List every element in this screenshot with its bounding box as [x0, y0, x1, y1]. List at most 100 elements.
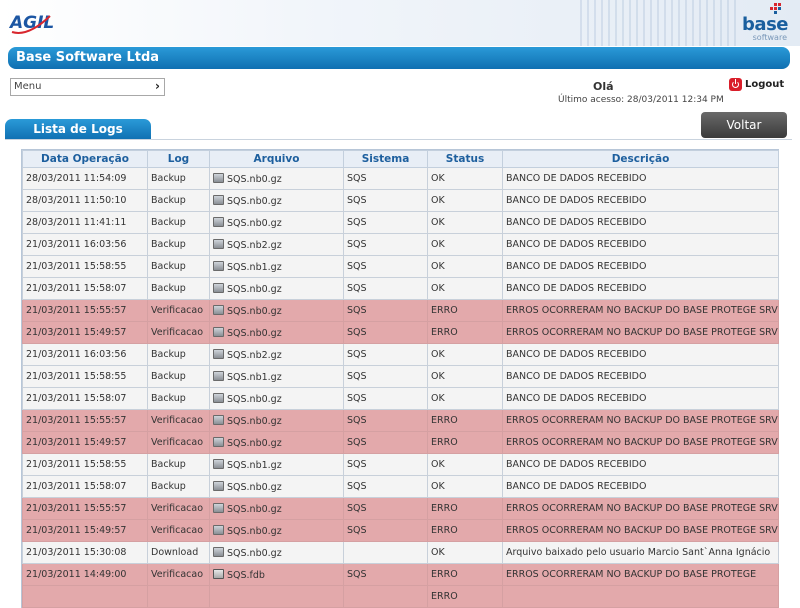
cell-status: ERRO [427, 321, 503, 344]
cell-file[interactable]: SQS.nb2.gz [209, 233, 344, 256]
table-row[interactable]: 21/03/2011 15:58:55 Backup SQS.nb1.gz SQS OK… [22, 453, 779, 476]
file-name[interactable]: SQS.nb0.gz [227, 525, 282, 537]
table-row[interactable]: 21/03/2011 15:30:08 Download SQS.nb0.gz OK A… [22, 541, 779, 564]
table-row[interactable]: 21/03/2011 15:55:57 Verificacao SQS.nb0.gz… [22, 299, 779, 322]
cell-file[interactable]: SQS.nb0.gz [209, 387, 344, 410]
table-row[interactable]: 21/03/2011 16:03:56 Backup SQS.nb2.gz SQS OK… [22, 233, 779, 256]
column-header-description[interactable]: Descrição [502, 150, 779, 168]
cell-file[interactable]: SQS.nb0.gz [209, 431, 344, 454]
tab-lista-de-logs[interactable]: Lista de Logs [5, 119, 151, 140]
cell-file[interactable]: SQS.nb0.gz [209, 277, 344, 300]
cell-file[interactable]: SQS.fdb [209, 563, 344, 586]
table-row[interactable]: 21/03/2011 15:58:55 Backup SQS.nb1.gz SQS OK… [22, 365, 779, 388]
column-header-file[interactable]: Arquivo [209, 150, 344, 168]
cell-description: Arquivo baixado pelo usuario Marcio Sant… [502, 541, 779, 564]
table-row[interactable]: 28/03/2011 11:54:09 Backup SQS.nb0.gz SQS OK… [22, 167, 779, 190]
cell-file[interactable]: SQS.nb0.gz [209, 167, 344, 190]
file-name[interactable]: SQS.nb2.gz [227, 239, 282, 251]
cell-system [343, 585, 428, 608]
cell-log: Backup [147, 167, 210, 190]
cell-description: BANCO DE DADOS RECEBIDO [502, 343, 779, 366]
cell-file[interactable]: SQS.nb1.gz [209, 255, 344, 278]
file-name[interactable]: SQS.nb0.gz [227, 283, 282, 295]
table-row[interactable]: 21/03/2011 15:49:57 Verificacao SQS.nb0.gz… [22, 321, 779, 344]
cell-date: 21/03/2011 15:58:55 [22, 365, 148, 388]
cell-status: OK [427, 343, 503, 366]
cell-description: ERROS OCORRERAM NO BACKUP DO BASE PROTEG… [502, 299, 779, 322]
banner-decoration [580, 0, 740, 46]
cell-file[interactable]: SQS.nb0.gz [209, 475, 344, 498]
table-row[interactable]: 21/03/2011 16:03:56 Backup SQS.nb2.gz SQS OK… [22, 343, 779, 366]
cell-status: ERRO [427, 563, 503, 586]
file-name[interactable]: SQS.nb0.gz [227, 393, 282, 405]
file-name[interactable]: SQS.nb1.gz [227, 371, 282, 383]
cell-file[interactable]: SQS.nb0.gz [209, 409, 344, 432]
table-row[interactable]: ERRO [22, 585, 779, 608]
file-name[interactable]: SQS.nb0.gz [227, 415, 282, 427]
file-name[interactable]: SQS.nb0.gz [227, 217, 282, 229]
cell-system: SQS [343, 497, 428, 520]
cell-file[interactable]: SQS.nb0.gz [209, 321, 344, 344]
table-row[interactable]: 21/03/2011 15:49:57 Verificacao SQS.nb0.gz… [22, 519, 779, 542]
file-icon [213, 502, 224, 513]
cell-log: Verificacao [147, 299, 210, 322]
file-name[interactable]: SQS.fdb [227, 569, 265, 581]
file-icon [213, 238, 224, 249]
column-header-status[interactable]: Status [427, 150, 503, 168]
file-name[interactable]: SQS.nb0.gz [227, 327, 282, 339]
file-name[interactable]: SQS.nb0.gz [227, 503, 282, 515]
file-icon [213, 546, 224, 557]
cell-file[interactable]: SQS.nb0.gz [209, 497, 344, 520]
menu-dropdown[interactable]: Menu › [10, 78, 165, 96]
column-header-log[interactable]: Log [147, 150, 210, 168]
file-name[interactable]: SQS.nb0.gz [227, 195, 282, 207]
cell-log: Backup [147, 343, 210, 366]
tab-label: Lista de Logs [33, 122, 123, 136]
cell-log: Verificacao [147, 431, 210, 454]
cell-file[interactable]: SQS.nb1.gz [209, 365, 344, 388]
back-button[interactable]: Voltar [701, 112, 787, 138]
cell-status: OK [427, 255, 503, 278]
cell-log: Verificacao [147, 563, 210, 586]
file-name[interactable]: SQS.nb0.gz [227, 305, 282, 317]
table-row[interactable]: 28/03/2011 11:50:10 Backup SQS.nb0.gz SQS OK… [22, 189, 779, 212]
cell-file[interactable]: SQS.nb0.gz [209, 519, 344, 542]
cell-file[interactable]: SQS.nb0.gz [209, 189, 344, 212]
cell-system: SQS [343, 211, 428, 234]
logout-label: Logout [745, 79, 785, 90]
file-name[interactable]: SQS.nb0.gz [227, 547, 282, 559]
file-name[interactable]: SQS.nb2.gz [227, 349, 282, 361]
cell-file[interactable]: SQS.nb0.gz [209, 541, 344, 564]
cell-log: Verificacao [147, 497, 210, 520]
table-row[interactable]: 21/03/2011 15:58:07 Backup SQS.nb0.gz SQS OK… [22, 277, 779, 300]
file-name[interactable]: SQS.nb0.gz [227, 437, 282, 449]
cell-file[interactable]: SQS.nb0.gz [209, 211, 344, 234]
file-name[interactable]: SQS.nb1.gz [227, 459, 282, 471]
column-header-date[interactable]: Data Operação [22, 150, 148, 168]
table-row[interactable]: 28/03/2011 11:41:11 Backup SQS.nb0.gz SQS OK… [22, 211, 779, 234]
table-row[interactable]: 21/03/2011 15:55:57 Verificacao SQS.nb0.gz… [22, 497, 779, 520]
table-row[interactable]: 21/03/2011 15:58:55 Backup SQS.nb1.gz SQS OK… [22, 255, 779, 278]
file-name[interactable]: SQS.nb0.gz [227, 481, 282, 493]
cell-date: 21/03/2011 15:58:07 [22, 387, 148, 410]
table-row[interactable]: 21/03/2011 15:58:07 Backup SQS.nb0.gz SQS OK… [22, 475, 779, 498]
cell-log: Backup [147, 255, 210, 278]
cell-system: SQS [343, 475, 428, 498]
cell-file[interactable]: SQS.nb2.gz [209, 343, 344, 366]
cell-file[interactable]: SQS.nb1.gz [209, 453, 344, 476]
cell-file[interactable] [209, 585, 344, 608]
table-row[interactable]: 21/03/2011 15:55:57 Verificacao SQS.nb0.gz… [22, 409, 779, 432]
cell-date: 21/03/2011 16:03:56 [22, 233, 148, 256]
table-row[interactable]: 21/03/2011 14:49:00 Verificacao SQS.fdb SQS… [22, 563, 779, 586]
file-name[interactable]: SQS.nb0.gz [227, 173, 282, 185]
cell-file[interactable]: SQS.nb0.gz [209, 299, 344, 322]
cell-system: SQS [343, 299, 428, 322]
cell-status: ERRO [427, 431, 503, 454]
table-row[interactable]: 21/03/2011 15:58:07 Backup SQS.nb0.gz SQS OK… [22, 387, 779, 410]
cell-date: 28/03/2011 11:50:10 [22, 189, 148, 212]
file-name[interactable]: SQS.nb1.gz [227, 261, 282, 273]
table-row[interactable]: 21/03/2011 15:49:57 Verificacao SQS.nb0.gz… [22, 431, 779, 454]
cell-system: SQS [343, 365, 428, 388]
cell-log: Backup [147, 277, 210, 300]
column-header-system[interactable]: Sistema [343, 150, 428, 168]
